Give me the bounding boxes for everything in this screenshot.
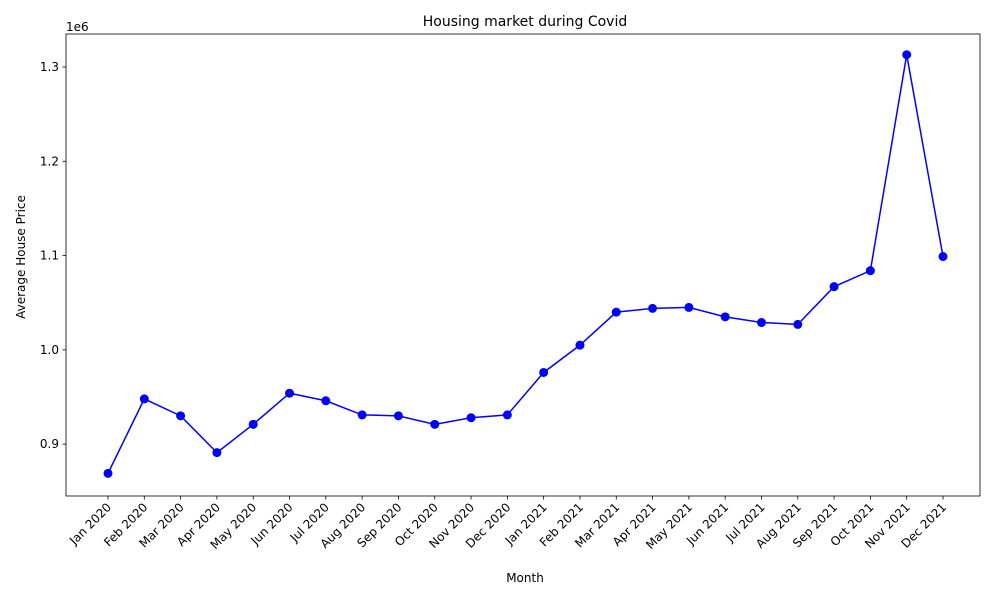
data-point <box>793 319 803 329</box>
data-point <box>430 419 440 429</box>
data-point <box>502 410 512 420</box>
series-line <box>107 54 944 474</box>
data-point <box>103 468 113 478</box>
data-point <box>865 266 875 276</box>
y-axis-label: Average House Price <box>14 195 28 319</box>
data-point <box>902 50 912 60</box>
data-point <box>684 302 694 312</box>
x-axis-label: Month <box>506 571 544 585</box>
data-point <box>357 410 367 420</box>
data-point <box>285 388 295 398</box>
data-point <box>648 303 658 313</box>
y-tick-label: 1.2 <box>40 154 59 168</box>
y-tick-label: 0.9 <box>40 437 59 451</box>
data-point <box>938 252 948 262</box>
y-tick-label: 1.0 <box>40 343 59 357</box>
plot-frame <box>65 33 981 497</box>
data-point <box>756 318 766 328</box>
data-point <box>466 413 476 423</box>
y-offset-text: 1e6 <box>66 20 89 34</box>
data-point <box>539 367 549 377</box>
data-point <box>248 419 258 429</box>
data-point <box>720 312 730 322</box>
data-point <box>393 411 403 421</box>
y-tick-label: 1.3 <box>40 60 59 74</box>
chart-title: Housing market during Covid <box>423 14 628 30</box>
data-point <box>176 411 186 421</box>
data-point <box>212 448 222 458</box>
data-point <box>139 394 149 404</box>
data-point <box>321 396 331 406</box>
data-point <box>575 340 585 350</box>
y-tick-label: 1.1 <box>40 249 59 263</box>
data-point <box>829 282 839 292</box>
data-point <box>611 307 621 317</box>
